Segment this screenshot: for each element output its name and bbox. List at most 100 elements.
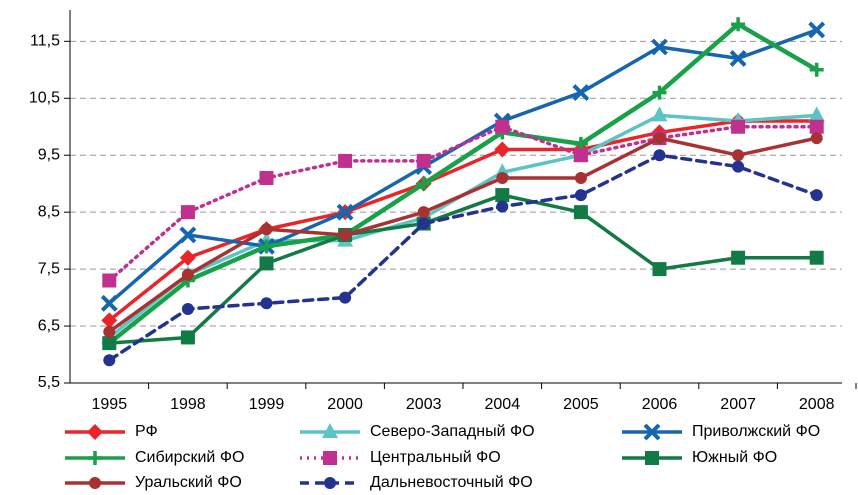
legend-marker [87, 424, 103, 440]
series-line [107, 193, 819, 345]
marker [572, 84, 590, 101]
legend-marker [324, 477, 336, 489]
marker [181, 302, 194, 315]
x-tick-label: 2005 [563, 396, 599, 413]
marker [574, 171, 587, 184]
x-tick-label: 1995 [92, 396, 128, 413]
marker [260, 223, 273, 236]
legend-label: Дальневосточный ФО [370, 474, 533, 491]
marker [339, 228, 352, 241]
marker [809, 250, 824, 265]
legend-marker [89, 477, 101, 489]
x-tick-label: 2007 [720, 396, 756, 413]
marker [181, 268, 194, 281]
x-tick-label: 2008 [799, 396, 835, 413]
marker [259, 170, 274, 185]
marker [496, 171, 509, 184]
marker [102, 273, 117, 288]
marker [495, 188, 510, 203]
y-tick-label: 9,5 [38, 146, 60, 163]
legend-label: Приволжский ФО [692, 423, 820, 440]
marker [259, 239, 274, 254]
marker [732, 149, 745, 162]
marker [494, 141, 511, 158]
marker [336, 203, 354, 221]
marker [180, 205, 195, 220]
legend-label: Сибирский ФО [135, 449, 244, 466]
marker [180, 330, 195, 345]
marker [810, 132, 823, 145]
legend-label: Южный ФО [692, 449, 777, 466]
marker [731, 250, 746, 265]
marker [100, 294, 118, 312]
marker [416, 153, 431, 168]
marker [102, 336, 117, 351]
marker [808, 106, 825, 122]
marker [103, 325, 116, 338]
legend-label: РФ [135, 423, 158, 440]
legend-item: РФ [65, 423, 158, 440]
marker [573, 205, 588, 220]
legend-marker [88, 451, 102, 465]
legend-label: Уральский ФО [135, 474, 242, 491]
series-line [107, 119, 819, 323]
marker [652, 262, 667, 277]
y-tick-label: 7,5 [38, 260, 60, 277]
legend-marker [643, 423, 661, 441]
marker [809, 119, 824, 134]
marker [810, 189, 823, 202]
y-tick-label: 5,5 [38, 374, 60, 391]
marker [260, 297, 273, 310]
marker [729, 49, 747, 67]
y-tick-label: 10,5 [29, 89, 60, 106]
marker [179, 226, 197, 244]
marker [495, 119, 510, 134]
x-tick-label: 2003 [406, 396, 442, 413]
marker [574, 189, 587, 202]
marker [259, 256, 274, 271]
legend-label: Северо-Западный ФО [370, 423, 535, 440]
legend-marker [323, 451, 337, 465]
legend-item: Сибирский ФО [65, 449, 244, 466]
y-tick-label: 6,5 [38, 317, 60, 334]
legend-marker [645, 451, 659, 465]
marker [731, 17, 746, 32]
x-tick-label: 1999 [249, 396, 285, 413]
marker [179, 249, 196, 266]
marker [417, 206, 430, 219]
x-tick-label: 2004 [485, 396, 521, 413]
marker [101, 312, 118, 329]
marker [416, 176, 431, 191]
marker [731, 119, 746, 134]
legend-item: Дальневосточный ФО [300, 474, 533, 491]
x-tick-label: 2006 [642, 396, 678, 413]
marker [573, 148, 588, 163]
legend-item: Северо-Западный ФО [300, 423, 535, 440]
series-line [107, 124, 819, 283]
x-tick-label: 2000 [327, 396, 363, 413]
marker [653, 149, 666, 162]
marker [103, 354, 116, 367]
marker [732, 160, 745, 173]
marker [417, 217, 430, 230]
series-line [107, 21, 819, 346]
marker [809, 62, 824, 77]
marker [651, 106, 668, 122]
marker [339, 291, 352, 304]
marker [652, 85, 667, 100]
y-tick-label: 8,5 [38, 203, 60, 220]
marker [808, 21, 826, 39]
marker [651, 38, 668, 56]
marker [653, 132, 666, 145]
legend-item: Южный ФО [622, 449, 777, 466]
series-line [107, 136, 819, 334]
legend-item: Центральный ФО [300, 449, 501, 466]
legend-item: Приволжский ФО [622, 423, 820, 441]
legend-label: Центральный ФО [370, 449, 501, 466]
legend-marker [322, 423, 338, 438]
legend-item: Уральский ФО [65, 474, 242, 491]
marker [338, 153, 353, 168]
x-tick-label: 1998 [170, 396, 206, 413]
series-line [107, 153, 819, 362]
